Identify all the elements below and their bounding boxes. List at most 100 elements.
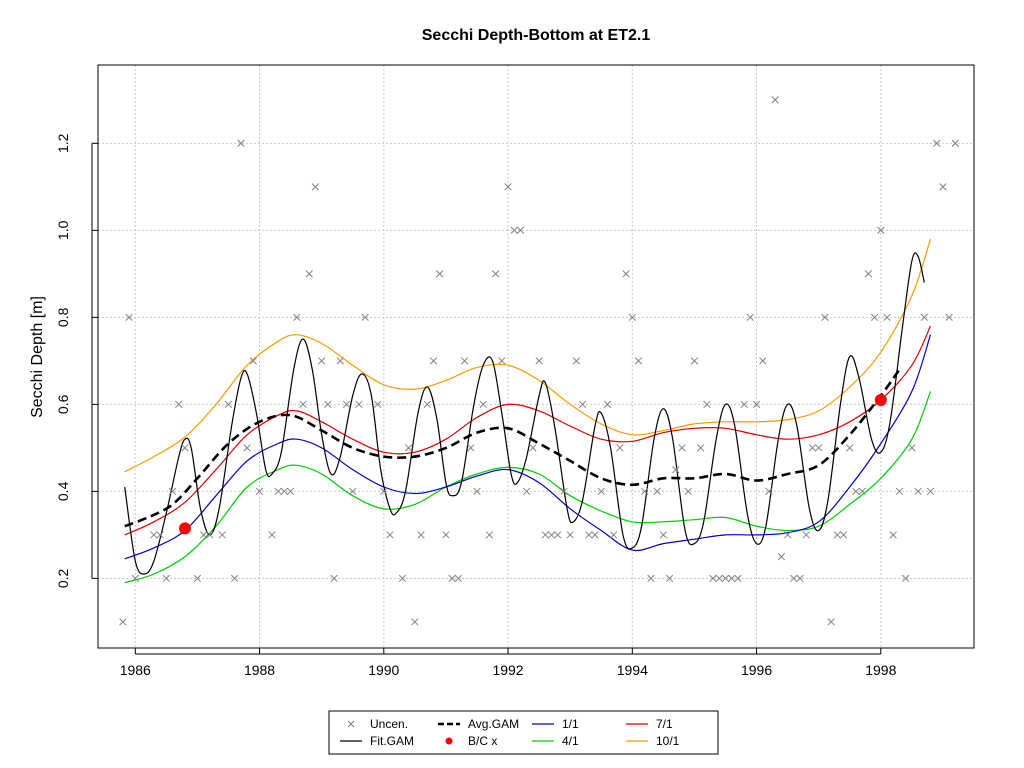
- data-point: [914, 487, 922, 496]
- data-point: [498, 357, 506, 365]
- legend-item-4-1: 4/1: [532, 734, 579, 748]
- data-point: [398, 574, 407, 583]
- data-point: [547, 531, 556, 539]
- data-point: [839, 531, 848, 539]
- data-point: [162, 574, 170, 583]
- legend-item-avg-gam: Avg.GAM: [438, 717, 519, 731]
- data-point: [411, 618, 419, 626]
- data-point: [808, 444, 817, 452]
- legend-label: B/C x: [468, 734, 497, 748]
- data-point: [628, 313, 636, 321]
- data-point: [945, 313, 953, 321]
- data-point: [342, 400, 351, 409]
- data-point: [318, 357, 326, 365]
- y-axis-label: Secchi Depth [m]: [29, 296, 46, 418]
- data-point: [156, 531, 164, 539]
- data-point: [274, 487, 282, 496]
- data-point: [796, 574, 804, 583]
- legend-label: Fit.GAM: [370, 734, 414, 748]
- data-point: [920, 313, 928, 321]
- series-lines: [124, 238, 932, 584]
- data-point: [473, 487, 481, 496]
- data-point: [243, 444, 251, 452]
- legend-item-b-c-x: B/C x: [445, 734, 497, 748]
- data-point: [224, 400, 233, 409]
- data-point: [715, 574, 723, 583]
- legend: Uncen. Fit.GAM Avg.GAM B/C x 1/1 4/1 7/1 10/1: [328, 710, 719, 755]
- data-point: [833, 531, 841, 539]
- series-line-1-1: [124, 334, 932, 560]
- series-line-7-1: [124, 325, 932, 536]
- legend-item-10-1: 10/1: [626, 734, 680, 748]
- data-point: [255, 487, 264, 496]
- data-point: [349, 487, 357, 496]
- data-point: [535, 357, 543, 365]
- data-point: [485, 531, 494, 539]
- data-point: [467, 444, 475, 452]
- data-point: [939, 183, 947, 191]
- data-point: [131, 574, 139, 583]
- data-point: [585, 531, 593, 539]
- data-point: [554, 531, 562, 539]
- data-point: [504, 183, 512, 191]
- data-point: [622, 270, 630, 278]
- data-point: [560, 487, 568, 496]
- data-point: [429, 357, 438, 365]
- data-point: [641, 487, 649, 496]
- data-point: [572, 357, 581, 365]
- x-tick-label: 1992: [492, 662, 523, 678]
- data-point: [324, 400, 332, 409]
- chart-title: Secchi Depth-Bottom at ET2.1: [422, 27, 651, 44]
- data-point: [218, 531, 226, 539]
- data-point: [877, 226, 885, 234]
- legend-item-uncen: Uncen.: [347, 717, 408, 731]
- data-point: [386, 531, 394, 539]
- data-point: [672, 465, 680, 474]
- x-tick-label: 1994: [617, 662, 648, 678]
- data-point: [293, 313, 301, 321]
- data-point: [864, 270, 873, 278]
- data-point: [286, 487, 295, 496]
- series-line-fit-gam: [124, 252, 925, 575]
- data-point: [721, 574, 730, 583]
- data-point: [336, 357, 344, 365]
- data-point: [902, 574, 910, 583]
- y-tick-label: 1.0: [55, 220, 71, 240]
- series-line-4-1: [124, 391, 932, 584]
- data-point: [728, 574, 736, 583]
- y-tick-label: 0.8: [55, 307, 71, 327]
- legend-item-1-1: 1/1: [532, 717, 579, 731]
- data-point: [746, 313, 754, 321]
- data-point: [380, 487, 388, 496]
- data-point: [193, 574, 202, 583]
- data-point: [690, 357, 699, 365]
- data-point: [815, 444, 823, 452]
- data-point: [827, 618, 835, 626]
- data-point: [168, 487, 177, 496]
- data-point: [684, 487, 692, 496]
- legend-label: 10/1: [656, 734, 680, 748]
- data-point: [777, 552, 786, 561]
- legend-label: 1/1: [562, 717, 579, 731]
- data-point: [119, 618, 127, 626]
- bc-marker: [178, 522, 191, 535]
- plot-frame: [97, 64, 975, 649]
- data-point: [460, 357, 469, 365]
- data-point: [181, 444, 189, 452]
- data-point: [479, 400, 487, 409]
- data-point: [846, 444, 854, 452]
- data-point: [199, 531, 208, 539]
- data-point: [858, 487, 866, 496]
- data-point: [516, 226, 525, 234]
- data-point: [268, 531, 276, 539]
- data-point: [665, 574, 674, 583]
- data-point: [280, 487, 289, 496]
- data-point: [709, 574, 717, 583]
- legend-item-fit-gam: Fit.GAM: [340, 734, 414, 748]
- y-tick-label: 0.6: [55, 394, 71, 414]
- data-point: [330, 574, 338, 583]
- data-point: [299, 400, 307, 409]
- data-point: [510, 226, 518, 234]
- data-point: [771, 96, 779, 104]
